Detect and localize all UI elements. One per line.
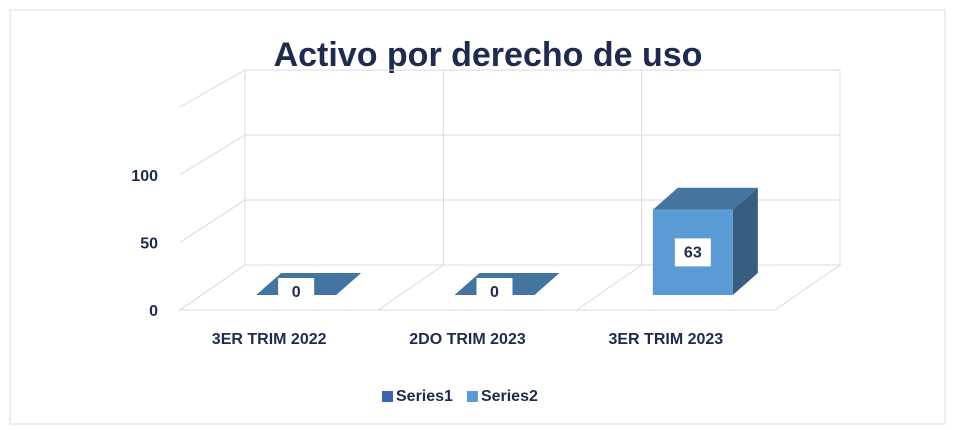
- value-label: 63: [684, 245, 702, 262]
- bar-top: [652, 187, 758, 210]
- value-label-box: [278, 278, 315, 306]
- legend-label: Series1: [396, 388, 453, 405]
- y-tick-label: 50: [140, 236, 158, 253]
- x-tick-label: 3ER TRIM 2023: [608, 331, 723, 348]
- value-label: 0: [490, 284, 499, 301]
- x-tick-label: 2DO TRIM 2023: [409, 331, 526, 348]
- legend-swatch: [382, 391, 393, 402]
- chart-title: Activo por derecho de uso: [274, 36, 703, 74]
- value-label: 0: [292, 284, 301, 301]
- side-wall-top: [179, 69, 246, 108]
- chart-border: [9, 9, 946, 425]
- legend-label: Series2: [481, 388, 538, 405]
- value-label-box: [476, 278, 513, 306]
- value-label-box: [674, 238, 711, 267]
- legend-swatch: [466, 391, 478, 402]
- grid-line: [179, 134, 246, 176]
- y-tick-label: 0: [149, 303, 158, 320]
- y-tick-label: 100: [131, 168, 158, 185]
- grid-line: [179, 199, 246, 243]
- grid-line: [179, 264, 246, 311]
- x-tick-label: 3ER TRIM 2022: [212, 331, 327, 348]
- bar-side: [732, 187, 758, 295]
- floor-divider: [378, 264, 444, 311]
- floor-divider: [576, 264, 642, 311]
